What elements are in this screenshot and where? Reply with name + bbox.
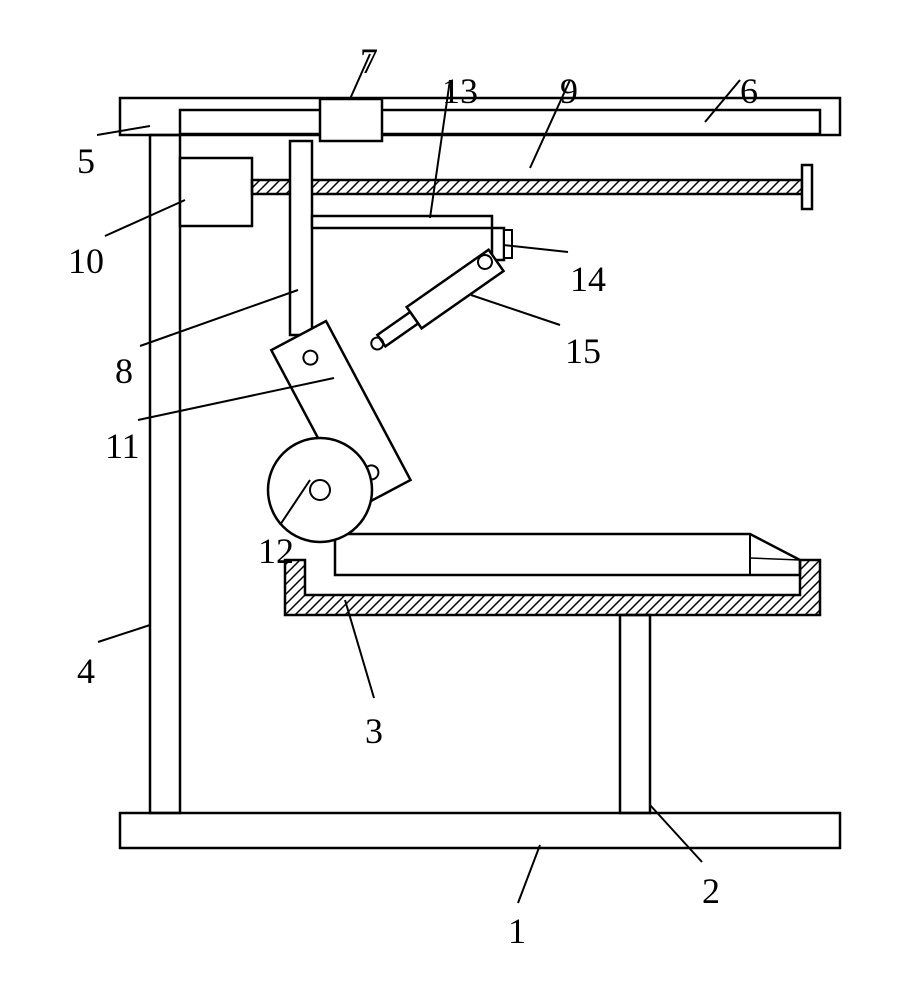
label-8: 8 <box>115 350 133 392</box>
label-12: 12 <box>258 530 294 572</box>
engineering-diagram <box>0 0 897 1000</box>
lead-screw <box>252 165 812 209</box>
label-15: 15 <box>565 330 601 372</box>
support-post-2 <box>620 615 650 813</box>
label-11: 11 <box>105 425 140 467</box>
motor-box <box>180 158 252 226</box>
label-1: 1 <box>508 910 526 952</box>
label-7: 7 <box>360 40 378 82</box>
label-10: 10 <box>68 240 104 282</box>
top-rail <box>180 110 820 134</box>
label-2: 2 <box>702 870 720 912</box>
label-13: 13 <box>442 70 478 112</box>
base-plate <box>120 813 840 848</box>
wheel <box>268 438 372 542</box>
label-4: 4 <box>77 650 95 692</box>
work-holder <box>285 534 820 615</box>
vertical-rod <box>290 141 312 335</box>
left-column <box>150 135 180 813</box>
label-6: 6 <box>740 70 758 112</box>
label-14: 14 <box>570 258 606 300</box>
label-5: 5 <box>77 140 95 182</box>
slider-block <box>320 99 382 141</box>
actuator <box>365 250 504 358</box>
label-9: 9 <box>560 70 578 112</box>
label-3: 3 <box>365 710 383 752</box>
